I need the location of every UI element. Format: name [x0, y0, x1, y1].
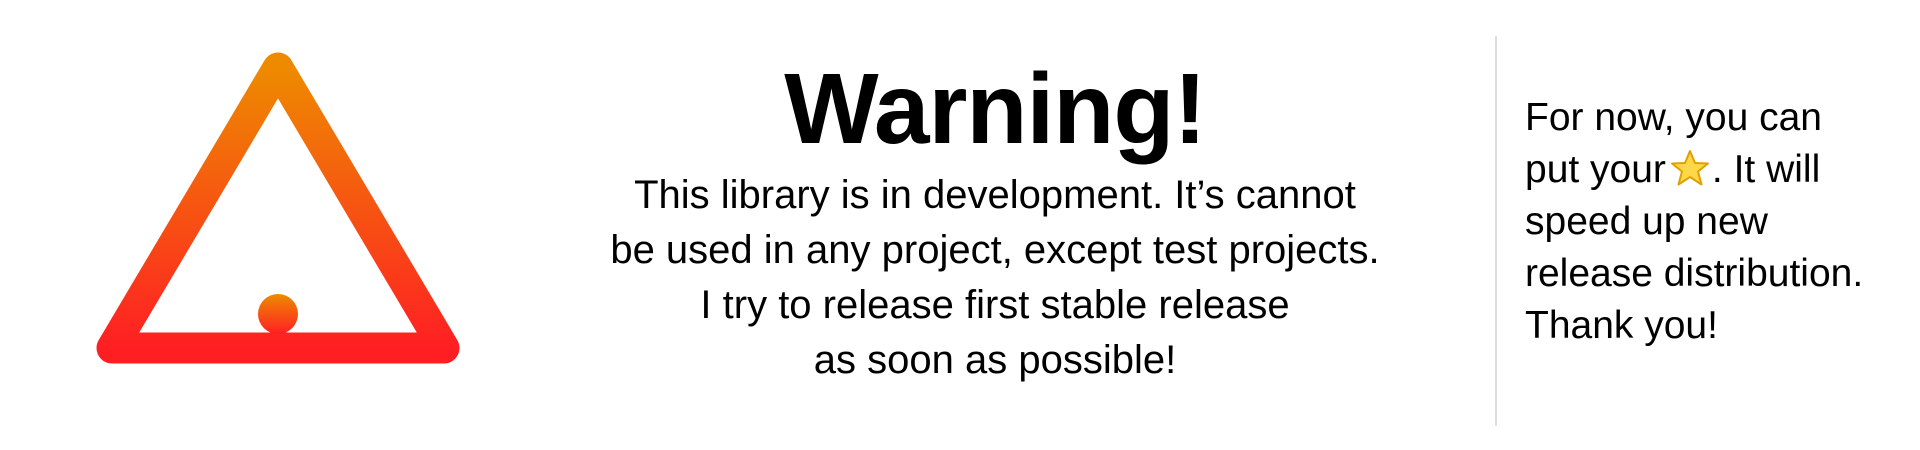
note-line: For now, you can [1525, 96, 1822, 139]
description-line: be used in any project, except test proj… [610, 228, 1380, 272]
note-text: . It will [1711, 148, 1821, 191]
note-line: Thank you! [1525, 304, 1718, 347]
warning-message: Warning! This library is in development.… [520, 50, 1470, 388]
description-line: This library is in development. It’s can… [634, 173, 1356, 217]
description-line: as soon as possible! [813, 338, 1177, 382]
description-line: I try to release first stable release [700, 283, 1290, 327]
warning-triangle-outline [96, 52, 460, 364]
note-line: release distribution. [1525, 252, 1864, 295]
vertical-divider [1495, 36, 1497, 426]
star-request-note: For now, you can put your . It will speed… [1525, 92, 1920, 352]
star-icon [1670, 150, 1709, 186]
note-line: speed up new [1525, 200, 1768, 243]
exclamation-dot [258, 294, 298, 334]
note-text: put your [1525, 148, 1666, 191]
warning-description: This library is in development. It’s can… [520, 168, 1470, 388]
warning-title: Warning! [784, 53, 1207, 165]
warning-triangle-icon [96, 52, 460, 364]
note-line-with-star: put your . It will [1525, 144, 1920, 196]
